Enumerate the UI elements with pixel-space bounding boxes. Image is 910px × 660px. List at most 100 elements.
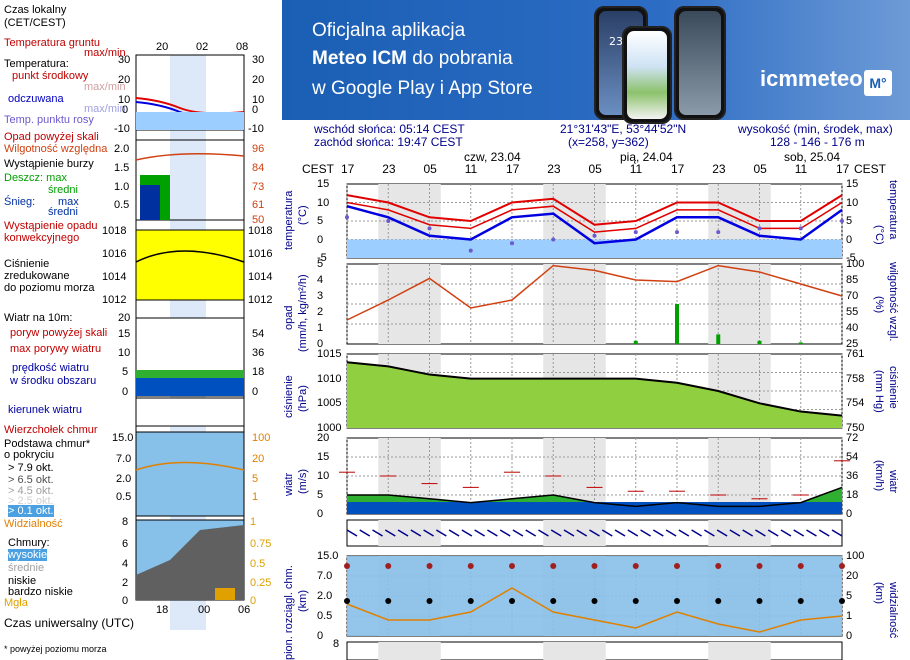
wind-dir-arrow-20 [601,529,613,537]
wind-dir-arrow-19 [589,529,600,537]
legend-cl-tick-r1: 1 [250,516,257,528]
wind-dir-arrow-12 [499,529,511,537]
legend-local-time-2: (CET/CEST) [4,17,66,29]
wind-dir-arrow-9 [461,529,473,537]
hour-label-12: 17 [836,162,850,176]
wind-tick-r-2: 36 [846,470,859,482]
wind-dir-arrow-6 [423,529,434,537]
hour-label-5: 23 [547,162,561,176]
wind-dir-arrow-30 [729,529,741,537]
legend-wind-dir: kierunek wiatru [8,404,82,416]
legend-rain: Deszcz: max [4,172,67,184]
cloud-top-dot-7 [632,563,639,569]
legend-visibility: Widzialność [4,518,63,530]
legend-precip-tick-2: 1.5 [114,162,130,174]
wind-dir-arrow-37 [818,529,830,537]
temp-axis-unit-r: (°C) [873,225,885,245]
precip-tick-r-5: 25 [846,338,859,350]
wind-tick-0: 20 [317,432,330,444]
day-label-2: pią, 24.04 [620,150,673,164]
temp-tick-4: -5 [317,252,327,264]
legend-bottom-tick-1: 18 [156,604,169,616]
legend-cb-tick-4: 0.5 [116,491,132,503]
wind-tick-1: 15 [317,451,330,463]
legend-feels: odczuwana [8,93,64,105]
press-axis-title-r: ciśnienie [887,366,899,409]
legend-wind-speed: prędkość wiatru [12,362,90,374]
press-tick-r-3: 750 [846,422,865,434]
legend-cl-tick-2: 6 [122,538,129,550]
legend-cb-tick-r2: 20 [252,453,265,465]
legend-temp-tick-4: 0 [122,104,129,116]
hour-label-1: 23 [382,162,396,176]
panel-dir-night-0 [378,520,441,546]
wind-axis-title: wiatr [283,472,295,496]
cloud-base-dot-0 [344,598,350,604]
legend-okt-5: > 0.1 okt. [8,505,54,517]
cloud-axis-unit-r: (km) [873,582,885,604]
legend-gust-max: max porywy wiatru [10,343,102,355]
precip-tick-r-4: 40 [846,322,859,334]
wind-dir-arrow-38 [831,529,843,537]
wind-dir-arrow-13 [512,529,524,537]
legend-okt-1: > 7.9 okt. [8,462,54,474]
press-tick-3: 1000 [317,422,342,434]
legend-precip-tick-4: 0.5 [114,199,130,211]
precip-axis-unit: (mm/h, kg/m²/h) [297,274,309,352]
legend-press-box [135,229,245,301]
legend-wind-tick-3: 10 [118,347,131,359]
wind-dir-arrow-36 [806,529,817,537]
press-tick-r-2: 754 [846,397,865,410]
dew-point-2 [427,226,432,231]
wind-dir-arrow-17 [563,529,575,537]
legend-cl-tick-5: 0 [122,595,129,607]
panel-cl-night-2 [708,642,771,660]
wind-axis-unit: (m/s) [297,468,309,494]
legend-press-line [135,250,245,263]
rain-bar-11 [798,342,803,344]
wind-dir-arrow-4 [397,529,409,537]
phone-image-2 [622,26,672,124]
legend-wind-tick-2: 15 [118,328,131,340]
temp-tick-r-3: 0 [846,233,853,246]
precip-tick-r-1: 85 [846,274,859,286]
legend-temp-tick-1: 30 [118,54,131,66]
legend-temp-tick-r5: -10 [248,123,264,135]
legend-fog: Mgła [4,597,28,609]
legend-wind-tick-r3: 36 [252,347,265,359]
legend-cb-tick-r3: 5 [252,473,259,485]
panel-dir-night-1 [543,520,606,546]
precip-tick-r-0: 100 [846,258,865,270]
cloud-base-dot-7 [632,598,639,604]
temp-tick-0: 15 [317,178,330,190]
dew-point-12 [840,219,844,223]
cloud-top-dot-9 [715,563,722,569]
grid-coordinates: (x=258, y=362) [568,135,649,149]
cloud-tick-1: 7.0 [317,570,333,582]
wind-dir-arrow-23 [640,529,651,537]
legend-cloud-base-2: o pokryciu [4,449,55,461]
legend-top-tick-3: 08 [236,41,249,53]
cloud-base-dot-5 [550,598,557,604]
dew-point-11 [798,226,803,231]
banner-line-1: Oficjalna aplikacja [312,20,466,41]
legend-cl-tick-3: 4 [122,558,129,570]
legend-panel: Czas lokalny (CET/CEST) 20 02 08 Tempera… [0,0,282,660]
cloud-tick-r-3: 1 [846,610,853,622]
day-label-3: sob, 25.04 [784,150,841,164]
press-tick-r-0: 761 [846,348,865,360]
wind-dir-arrow-28 [703,529,715,537]
legend-temp-tick-r3: 10 [252,94,265,106]
dew-point-10 [757,226,762,231]
temp-feels-line [346,204,843,245]
promo-banner[interactable]: Oficjalna aplikacja Meteo ICM do pobrani… [282,0,910,124]
legend-wind-tick-1: 20 [118,312,131,324]
coordinates: 21°31'43"E, 53°44'52"N [560,122,687,136]
legend-wind-blue [136,378,244,396]
temp-tick-3: 0 [317,233,324,246]
hour-label-10: 05 [753,162,767,176]
cloud-tick-r-4: 0 [846,630,853,642]
hour-label-0: 17 [341,162,355,176]
legend-bottom-tick-3: 06 [238,604,251,616]
sunrise: wschód słońca: 05:14 CEST [314,122,465,136]
